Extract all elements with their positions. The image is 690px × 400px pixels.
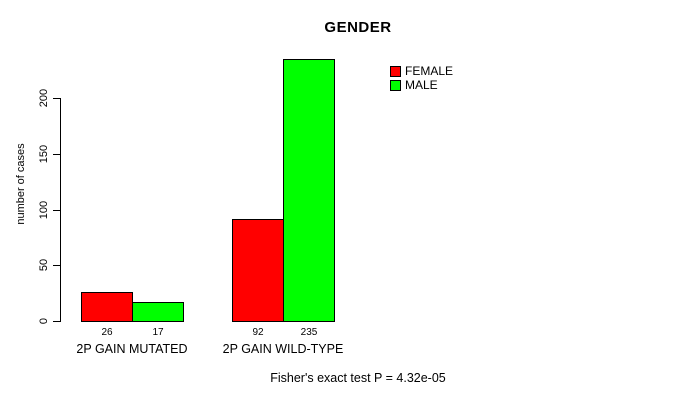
chart-title: GENDER [324, 19, 392, 36]
bar-value-label: 235 [300, 327, 318, 338]
y-tick [53, 210, 60, 211]
y-axis-title: number of cases [15, 143, 27, 225]
legend-label: MALE [405, 78, 438, 92]
y-tick [53, 154, 60, 155]
legend-swatch-female [390, 65, 401, 77]
category-label: 2P GAIN WILD-TYPE [222, 342, 344, 356]
bar-female-group2 [232, 219, 284, 322]
y-tick [53, 265, 60, 266]
bar-female-group1 [81, 292, 133, 322]
y-tick-label: 50 [38, 258, 50, 272]
y-tick [53, 321, 60, 322]
bar-value-label: 26 [101, 327, 113, 338]
legend-item: MALE [390, 78, 453, 92]
y-tick-label: 150 [38, 144, 50, 164]
y-tick [53, 98, 60, 99]
y-tick-label: 0 [38, 317, 50, 325]
bar-value-label: 17 [152, 327, 164, 338]
bar-male-group2 [283, 59, 335, 322]
bar-male-group1 [132, 302, 184, 322]
category-label: 2P GAIN MUTATED [76, 342, 188, 356]
bar-value-label: 92 [252, 327, 264, 338]
stat-annotation: Fisher's exact test P = 4.32e-05 [270, 371, 446, 385]
y-tick-label: 200 [38, 88, 50, 108]
y-axis-line [60, 98, 61, 322]
y-tick-label: 100 [38, 200, 50, 220]
legend-item: FEMALE [390, 64, 453, 78]
legend-label: FEMALE [405, 64, 454, 78]
legend-swatch-male [390, 79, 401, 91]
legend: FEMALE MALE [390, 64, 453, 92]
